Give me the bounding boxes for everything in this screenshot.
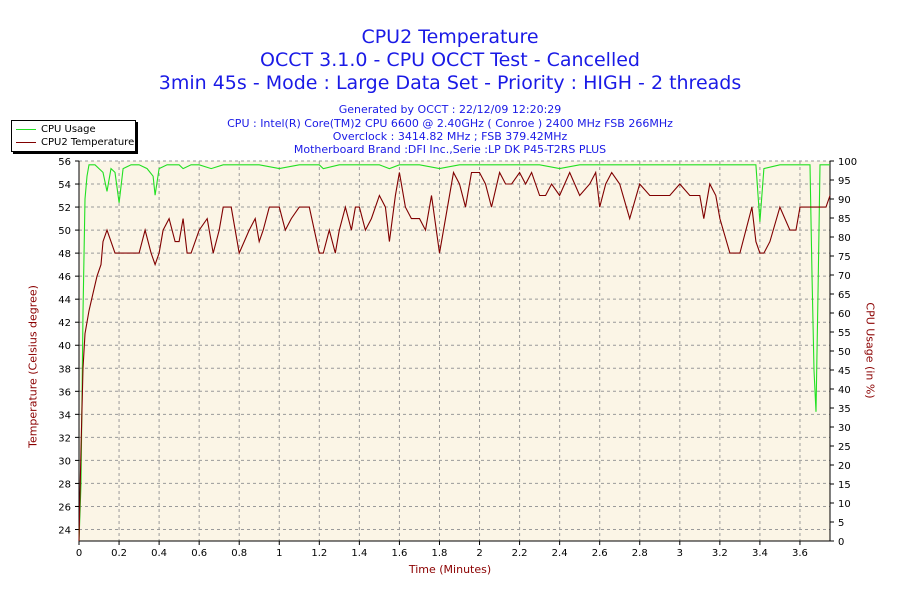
y-left-tick-label: 52	[58, 203, 71, 214]
x-tick-label: 2.6	[592, 548, 608, 559]
y-right-tick-label: 45	[838, 366, 851, 377]
chart-title: CPU2 Temperature	[361, 26, 539, 48]
x-tick-label: 2.8	[632, 548, 648, 559]
y-right-tick-label: 10	[838, 499, 851, 510]
y-left-tick-label: 40	[58, 341, 71, 352]
x-tick-label: 1.8	[432, 548, 448, 559]
series-line-cpu2-temperature	[78, 170, 831, 542]
y-left-tick-label: 24	[58, 525, 71, 536]
y-right-tick-label: 35	[838, 404, 851, 415]
y-left-tick-label: 48	[58, 249, 71, 260]
y-right-tick-label: 0	[838, 537, 844, 548]
y-left-tick-label: 38	[58, 364, 71, 375]
x-tick-label: 3.4	[752, 548, 768, 559]
y-left-tick-label: 56	[58, 157, 71, 168]
y-right-tick-label: 5	[838, 518, 844, 529]
y-left-tick-label: 42	[58, 318, 71, 329]
legend-swatch-cpu2-temperature	[16, 141, 36, 143]
legend-label-cpu-usage: CPU Usage	[41, 124, 96, 135]
legend-item-cpu2-temperature: CPU2 Temperature	[16, 136, 134, 149]
y-right-tick-label: 95	[838, 176, 851, 187]
x-axis-title: Time (Minutes)	[408, 563, 492, 576]
y-left-tick-label: 30	[58, 456, 71, 467]
y-right-tick-label: 50	[838, 347, 851, 358]
y-right-tick-label: 55	[838, 328, 851, 339]
y-left-tick-label: 36	[58, 387, 71, 398]
x-tick-label: 2.2	[512, 548, 528, 559]
y-right-tick-label: 65	[838, 290, 851, 301]
x-tick-label: 2.4	[552, 548, 568, 559]
x-tick-label: 0.4	[151, 548, 167, 559]
y-left-tick-label: 26	[58, 502, 71, 513]
y-right-tick-label: 60	[838, 309, 851, 320]
x-tick-label: 3.2	[712, 548, 728, 559]
y-right-tick-label: 90	[838, 195, 851, 206]
legend-swatch-cpu-usage	[16, 128, 36, 130]
y-left-tick-label: 44	[58, 295, 71, 306]
y-left-tick-label: 34	[58, 410, 71, 421]
y-left-tick-label: 28	[58, 479, 71, 490]
x-tick-label: 1.4	[351, 548, 367, 559]
info-generated: Generated by OCCT : 22/12/09 12:20:29	[338, 103, 562, 116]
x-tick-label: 1.2	[311, 548, 327, 559]
chart-subtitle-line-2: 3min 45s - Mode : Large Data Set - Prior…	[158, 72, 742, 94]
y-right-tick-label: 15	[838, 480, 851, 491]
x-tick-label: 1.6	[391, 548, 407, 559]
y-right-tick-label: 30	[838, 423, 851, 434]
legend-label-cpu2-temperature: CPU2 Temperature	[41, 137, 135, 148]
chart-subtitle-line-1: OCCT 3.1.0 - CPU OCCT Test - Cancelled	[260, 49, 640, 71]
y-left-tick-label: 54	[58, 180, 71, 191]
y-left-tick-label: 46	[58, 272, 71, 283]
y-right-tick-label: 25	[838, 442, 851, 453]
info-cpu: CPU : Intel(R) Core(TM)2 CPU 6600 @ 2.40…	[227, 117, 673, 130]
info-motherboard: Motherboard Brand :DFI Inc.,Serie :LP DK…	[293, 143, 607, 156]
x-tick-label: 1	[276, 548, 282, 559]
x-tick-label: 2	[476, 548, 482, 559]
y-left-tick-label: 32	[58, 433, 71, 444]
y-right-tick-label: 20	[838, 461, 851, 472]
y-right-tick-label: 40	[838, 385, 851, 396]
info-overclock: Overclock : 3414.82 MHz ; FSB 379.42MHz	[332, 130, 568, 143]
x-tick-label: 3	[677, 548, 683, 559]
y-right-tick-label: 80	[838, 233, 851, 244]
x-tick-label: 0.2	[111, 548, 127, 559]
y-left-tick-label: 50	[58, 226, 71, 237]
y-axis-right-title: CPU Usage (in %)	[863, 302, 877, 399]
series-line-cpu-usage	[78, 164, 830, 542]
y-axis-left-title: Temperature (Celsius degree)	[26, 285, 40, 448]
x-tick-label: 0.6	[191, 548, 207, 559]
x-tick-label: 3.6	[792, 548, 808, 559]
y-right-tick-label: 100	[838, 157, 857, 168]
x-tick-label: 0.8	[231, 548, 247, 559]
legend: CPU Usage CPU2 Temperature	[11, 120, 136, 152]
legend-item-cpu-usage: CPU Usage	[16, 123, 96, 136]
y-right-tick-label: 85	[838, 214, 851, 225]
x-tick-label: 0	[76, 548, 82, 559]
plot-area	[79, 161, 830, 541]
y-right-tick-label: 75	[838, 252, 851, 263]
y-right-tick-label: 70	[838, 271, 851, 282]
